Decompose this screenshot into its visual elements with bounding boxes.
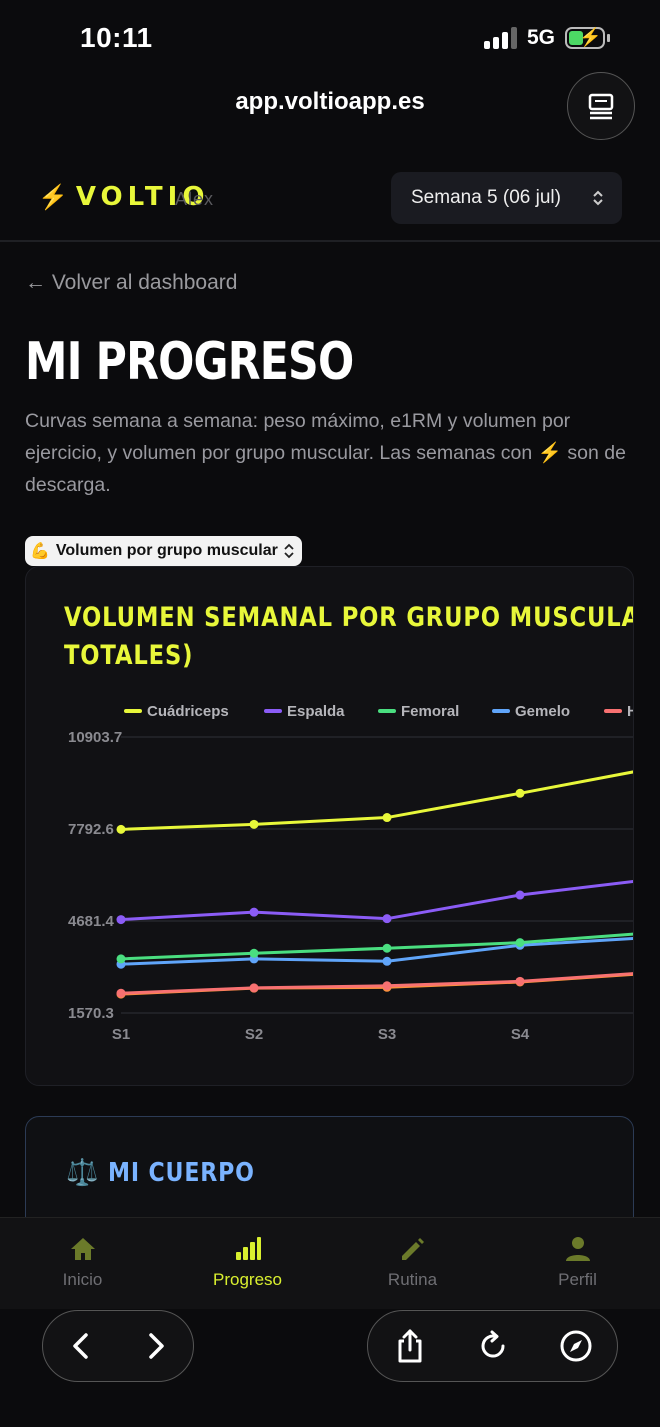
series-line xyxy=(120,937,633,966)
bolt-icon: ⚡ xyxy=(38,183,68,211)
data-point xyxy=(382,914,392,924)
network-label: 5G xyxy=(526,26,555,49)
legend-label: Espalda xyxy=(287,703,345,720)
share-button[interactable] xyxy=(380,1316,440,1376)
share-icon xyxy=(398,1329,421,1363)
week-select-value: Semana 5 (06 jul) xyxy=(411,187,561,208)
reload-icon xyxy=(481,1330,505,1358)
y-tick-label: 1570.3 xyxy=(68,1005,114,1022)
view-select-value: Volumen por grupo muscular xyxy=(55,542,278,559)
url-bar[interactable]: app.voltioapp.es xyxy=(235,88,425,115)
data-point xyxy=(116,988,126,998)
user-name: Alex xyxy=(175,189,215,209)
data-point xyxy=(515,976,525,986)
battery-icon: ⚡ xyxy=(565,27,605,49)
legend-label: Femoral xyxy=(401,703,459,720)
browser-nav-group xyxy=(42,1310,194,1382)
page-description: Curvas semana a semana: peso máximo, e1R… xyxy=(25,410,626,496)
nav-label: Inicio xyxy=(62,1270,103,1289)
legend-label: Gemelo xyxy=(515,703,570,720)
y-tick-label: 10903.7 xyxy=(68,729,122,746)
series-line xyxy=(120,972,633,995)
x-tick-label: S3 xyxy=(378,1026,396,1043)
y-tick-label: 4681.4 xyxy=(68,913,115,930)
data-point xyxy=(249,819,259,829)
chart-title: VOLUMEN SEMANAL POR GRUPO MUSCULAR (KG T… xyxy=(64,602,633,671)
reader-mode-button[interactable] xyxy=(567,72,635,140)
data-point xyxy=(249,948,259,958)
reader-icon xyxy=(588,93,614,120)
compass-icon xyxy=(560,1330,591,1362)
data-point xyxy=(515,938,525,948)
data-point xyxy=(116,954,126,964)
bar-chart-icon xyxy=(235,1237,261,1260)
home-icon xyxy=(70,1238,95,1260)
data-point xyxy=(116,915,126,925)
pencil-icon xyxy=(401,1238,424,1260)
brand-name: VOLTIO xyxy=(75,182,210,212)
back-button[interactable] xyxy=(51,1316,111,1376)
compass-button[interactable] xyxy=(546,1316,606,1376)
legend-label: Cuádriceps xyxy=(147,703,229,720)
data-point xyxy=(116,824,126,834)
x-tick-label: S2 xyxy=(245,1026,263,1043)
reload-button[interactable] xyxy=(463,1316,523,1376)
series-line xyxy=(120,770,633,831)
nav-item-inicio[interactable]: Inicio xyxy=(0,1218,165,1310)
back-to-dashboard-link[interactable]: ← Volver al dashboard xyxy=(25,271,238,294)
x-tick-label: S4 xyxy=(511,1026,530,1043)
legend-label: Hom xyxy=(627,703,634,720)
signal-icon xyxy=(483,27,517,49)
person-icon xyxy=(565,1237,590,1261)
chevron-right-icon xyxy=(148,1333,164,1359)
chevron-updown-icon xyxy=(593,190,603,206)
chevron-left-icon xyxy=(72,1333,88,1359)
data-point xyxy=(249,983,259,993)
series-line xyxy=(120,932,633,961)
app-logo[interactable]: ⚡ VOLTIO xyxy=(38,182,209,212)
bottom-nav: Inicio Progreso Rutina Perfil xyxy=(0,1217,660,1310)
status-indicators: 5G ⚡ xyxy=(483,26,610,50)
page-title: MI PROGRESO xyxy=(25,332,354,392)
nav-item-perfil[interactable]: Perfil xyxy=(495,1218,660,1310)
week-select[interactable]: Semana 5 (06 jul) xyxy=(391,172,622,224)
y-tick-label: 7792.6 xyxy=(68,821,114,838)
scale-icon: ⚖️ xyxy=(66,1157,99,1187)
data-point xyxy=(515,788,525,798)
series-line xyxy=(120,879,633,922)
x-tick-label: S1 xyxy=(112,1026,130,1043)
header-divider xyxy=(0,240,660,242)
forward-button[interactable] xyxy=(126,1316,186,1376)
nav-item-progreso[interactable]: Progreso xyxy=(165,1218,330,1310)
chevron-updown-icon xyxy=(284,543,294,559)
nav-label: Perfil xyxy=(558,1270,597,1289)
body-card-title-text: MI CUERPO xyxy=(108,1157,256,1188)
nav-label: Rutina xyxy=(387,1270,438,1289)
status-time: 10:11 xyxy=(80,22,153,53)
data-point xyxy=(249,907,259,917)
data-point xyxy=(382,943,392,953)
view-select[interactable]: 💪 Volumen por grupo muscular xyxy=(25,536,302,566)
data-point xyxy=(382,981,392,991)
nav-item-rutina[interactable]: Rutina xyxy=(330,1218,495,1310)
chart-card: 10903.77792.64681.41570.3S1S2S3S4S5Cuádr… xyxy=(25,566,634,1086)
body-card-title: ⚖️ MI CUERPO xyxy=(66,1157,281,1188)
data-point xyxy=(515,890,525,900)
flexed-biceps-icon: 💪 xyxy=(30,543,50,560)
data-point xyxy=(382,956,392,966)
nav-label: Progreso xyxy=(213,1270,282,1289)
data-point xyxy=(382,813,392,823)
line-chart: 10903.77792.64681.41570.3S1S2S3S4S5Cuádr… xyxy=(68,703,634,1043)
browser-actions-group xyxy=(367,1310,618,1382)
